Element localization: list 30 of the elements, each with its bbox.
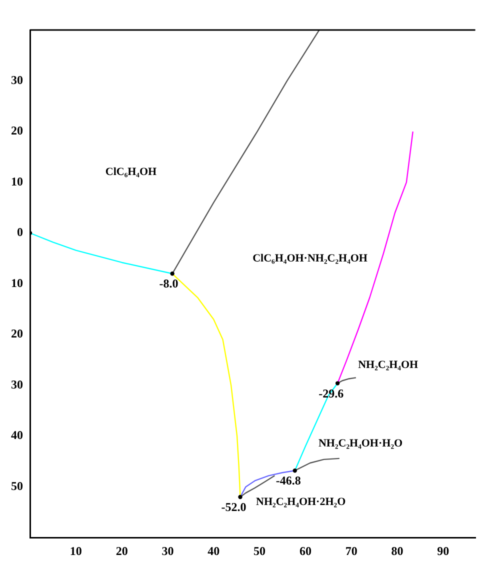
y-tick-label: 10 [11, 174, 23, 188]
annotation: ClC₆H₄OH [105, 166, 158, 178]
x-tick-label: 50 [254, 544, 266, 558]
point [292, 468, 297, 473]
x-tick-label: 30 [162, 544, 174, 558]
y-tick-label: 30 [11, 72, 23, 87]
y-tick-label: 0 [17, 225, 23, 240]
point [238, 494, 242, 500]
x-tick-label: 90 [437, 544, 450, 558]
y-tick-label: 20 [11, 326, 23, 341]
y-tick-label: 30 [11, 377, 23, 392]
x-tick-label: 20 [116, 544, 128, 558]
annotation: ClC₆H₄OH·NH₂C₂H₄OH [252, 252, 368, 264]
x-tick-label: 80 [391, 544, 404, 558]
x-tick-label: 10 [70, 544, 82, 558]
annotation: -8.0 [159, 276, 178, 291]
x-tick-label: 60 [299, 544, 312, 558]
annotation: -52.0 [221, 500, 246, 514]
y-tick-label: 40 [11, 428, 23, 442]
x-tick-label: 70 [345, 544, 358, 558]
y-tick-label: 20 [11, 124, 23, 138]
point [335, 381, 340, 386]
annotation: NH₂C₂H₄OH·2H₂O [256, 496, 346, 508]
annotation: NH₂C₂H₄OH [358, 358, 419, 371]
x-tick-label: 40 [208, 544, 220, 558]
annotation: -46.8 [276, 474, 301, 488]
y-tick-label: 10 [11, 276, 23, 290]
annotation: NH₂C₂H₄OH·H₂O [318, 438, 404, 450]
point [170, 272, 174, 276]
y-tick-label: 50 [11, 478, 23, 493]
